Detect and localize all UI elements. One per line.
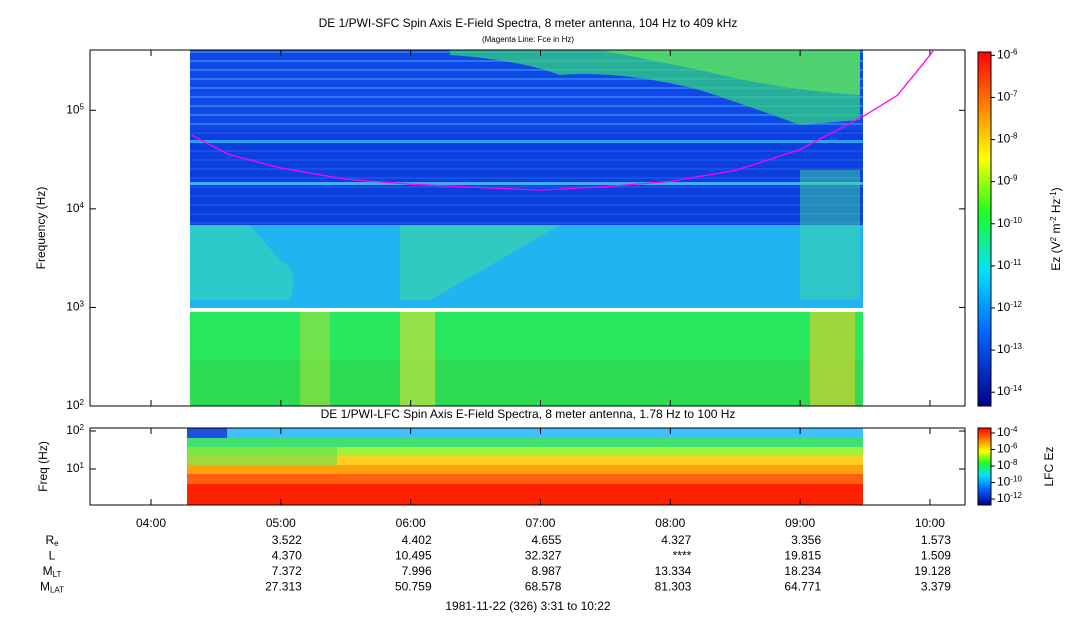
colorbar-tick-label: 10-12 — [997, 300, 1022, 314]
ephemeris-value: 8.987 — [531, 564, 561, 578]
ephemeris-value: 1.573 — [921, 533, 951, 547]
ephemeris-value: 3.379 — [921, 580, 951, 594]
y-axis-label: Freq (Hz) — [36, 441, 50, 492]
ephemeris-label: MLT — [43, 564, 62, 578]
colorbar-tick-label: 10-4 — [997, 425, 1018, 439]
y-tick-label: 101 — [66, 461, 84, 475]
panel-title: DE 1/PWI-LFC Spin Axis E-Field Spectra, … — [321, 407, 736, 421]
colorbar-tick-label: 10-10 — [997, 216, 1022, 230]
colorbar-tick-label: 10-9 — [997, 174, 1018, 188]
ephemeris-value: 68.578 — [525, 580, 562, 594]
colorbar-tick-label: 10-8 — [997, 131, 1018, 145]
y-tick-label: 104 — [66, 201, 84, 215]
x-tick-label: 10:00 — [915, 516, 945, 530]
ephemeris-value: 7.996 — [402, 564, 432, 578]
ephemeris-value: 4.327 — [661, 533, 691, 547]
colorbar-label: LFC Ez — [1042, 446, 1056, 486]
plot-frame — [89, 49, 966, 407]
x-tick-label: 05:00 — [266, 516, 296, 530]
colorbar-tick-label: 10-7 — [997, 89, 1018, 103]
ephemeris-value: 10.495 — [395, 549, 432, 563]
ephemeris-value: 4.402 — [402, 533, 432, 547]
ephemeris-value: **** — [673, 549, 692, 563]
colorbar-frame — [977, 51, 992, 407]
ephemeris-value: 4.655 — [531, 533, 561, 547]
ephemeris-value: 13.334 — [655, 564, 692, 578]
spectrogram-image — [190, 50, 863, 406]
y-tick-label: 103 — [66, 299, 84, 313]
colorbar-tick-label: 10-8 — [997, 458, 1018, 472]
ephemeris-value: 64.771 — [784, 580, 821, 594]
ephemeris-value: 19.815 — [784, 549, 821, 563]
y-tick-label: 102 — [66, 423, 84, 437]
colorbar-label: Ez (V2 m-2 Hz-1) — [1049, 187, 1063, 270]
colorbar-tick-label: 10-6 — [997, 47, 1018, 61]
colorbar — [978, 428, 991, 505]
lfc-spectrogram-image — [187, 428, 863, 505]
ephemeris-label: Re — [45, 533, 59, 547]
colorbar-tick-label: 10-13 — [997, 342, 1022, 356]
ephemeris-value: 32.327 — [525, 549, 562, 563]
footer: 1981-11-22 (326) 3:31 to 10:22 — [445, 599, 611, 613]
x-tick-label: 09:00 — [785, 516, 815, 530]
colorbar-tick-label: 10-14 — [997, 384, 1022, 398]
ephemeris-value: 3.356 — [791, 533, 821, 547]
y-tick-label: 102 — [66, 398, 84, 412]
colorbar-tick-label: 10-6 — [997, 441, 1018, 455]
x-tick-label: 07:00 — [525, 516, 555, 530]
colorbar — [978, 52, 991, 406]
ephemeris-value: 27.313 — [265, 580, 302, 594]
x-tick-label: 04:00 — [136, 516, 166, 530]
ephemeris-value: 19.128 — [914, 564, 951, 578]
ephemeris-value: 50.759 — [395, 580, 432, 594]
ephemeris-label: MLAT — [40, 580, 64, 594]
ephemeris-value: 81.303 — [655, 580, 692, 594]
ephemeris-value: 1.509 — [921, 549, 951, 563]
panel-subtitle: (Magenta Line: Fce in Hz) — [482, 35, 574, 44]
ephemeris-value: 18.234 — [784, 564, 821, 578]
ephemeris-value: 3.522 — [272, 533, 302, 547]
ephemeris-value: 7.372 — [272, 564, 302, 578]
colorbar-tick-label: 10-12 — [997, 491, 1022, 505]
y-tick-label: 105 — [66, 102, 84, 116]
x-tick-label: 08:00 — [655, 516, 685, 530]
ephemeris-label: L — [49, 549, 56, 563]
panel-title: DE 1/PWI-SFC Spin Axis E-Field Spectra, … — [319, 16, 738, 30]
plot-frame — [89, 427, 966, 506]
y-axis-label: Frequency (Hz) — [34, 187, 48, 270]
colorbar-tick-label: 10-10 — [997, 474, 1022, 488]
ephemeris-value: 4.370 — [272, 549, 302, 563]
colorbar-tick-label: 10-11 — [997, 258, 1022, 272]
x-tick-label: 06:00 — [396, 516, 426, 530]
fce-group — [191, 50, 935, 191]
fce-line — [191, 50, 935, 191]
